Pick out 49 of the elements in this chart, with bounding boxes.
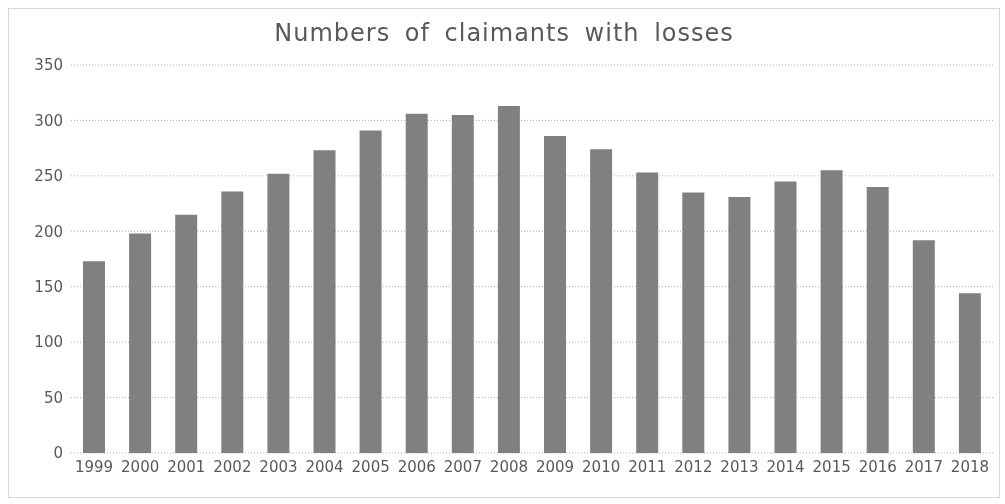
bar <box>175 214 198 453</box>
x-tick-label: 2003 <box>259 457 298 476</box>
bar <box>774 181 797 453</box>
bar <box>958 293 981 453</box>
x-tick-label: 2015 <box>812 457 851 476</box>
y-tick-label: 200 <box>34 222 63 241</box>
x-tick-label: 2006 <box>397 457 436 476</box>
x-tick-label: 2014 <box>766 457 805 476</box>
x-tick-label: 2002 <box>213 457 252 476</box>
y-tick-label: 150 <box>34 278 63 297</box>
bar <box>636 172 659 453</box>
x-tick-label: 2016 <box>858 457 897 476</box>
x-tick-label: 2017 <box>904 457 943 476</box>
x-tick-label: 2000 <box>121 457 160 476</box>
bar <box>682 192 705 453</box>
bar <box>451 114 474 453</box>
bar <box>267 173 290 453</box>
x-tick-label: 2018 <box>950 457 990 476</box>
bar <box>728 196 751 453</box>
bar <box>912 240 935 453</box>
bar <box>313 150 336 453</box>
y-tick-label: 300 <box>34 111 63 130</box>
bar <box>544 135 566 453</box>
bar <box>866 186 889 453</box>
x-tick-label: 2013 <box>720 457 759 476</box>
x-tick-label: 2010 <box>582 457 621 476</box>
x-tick-label: 2007 <box>443 457 482 476</box>
y-tick-label: 100 <box>34 333 63 352</box>
x-tick-label: 2009 <box>535 457 575 476</box>
y-tick-label: 350 <box>34 56 63 75</box>
chart-title: Numbers of claimants with losses <box>273 19 735 47</box>
x-tick-label: 2005 <box>351 457 390 476</box>
bar <box>359 130 382 453</box>
bar <box>221 191 244 453</box>
y-tick-label: 50 <box>43 388 63 407</box>
x-tick-label: 2011 <box>628 457 667 476</box>
bar <box>497 106 520 453</box>
x-tick-label: 2012 <box>674 457 713 476</box>
y-tick-label: 0 <box>53 444 63 463</box>
y-tick-label: 250 <box>34 167 63 186</box>
x-tick-label: 1999 <box>74 457 114 476</box>
bar <box>129 233 152 453</box>
x-tick-label: 2008 <box>489 457 529 476</box>
x-tick-label: 2004 <box>305 457 344 476</box>
bar <box>405 113 428 453</box>
x-tick-label: 2001 <box>167 457 206 476</box>
bar <box>820 170 843 453</box>
bar <box>590 149 613 453</box>
bar <box>83 261 105 453</box>
